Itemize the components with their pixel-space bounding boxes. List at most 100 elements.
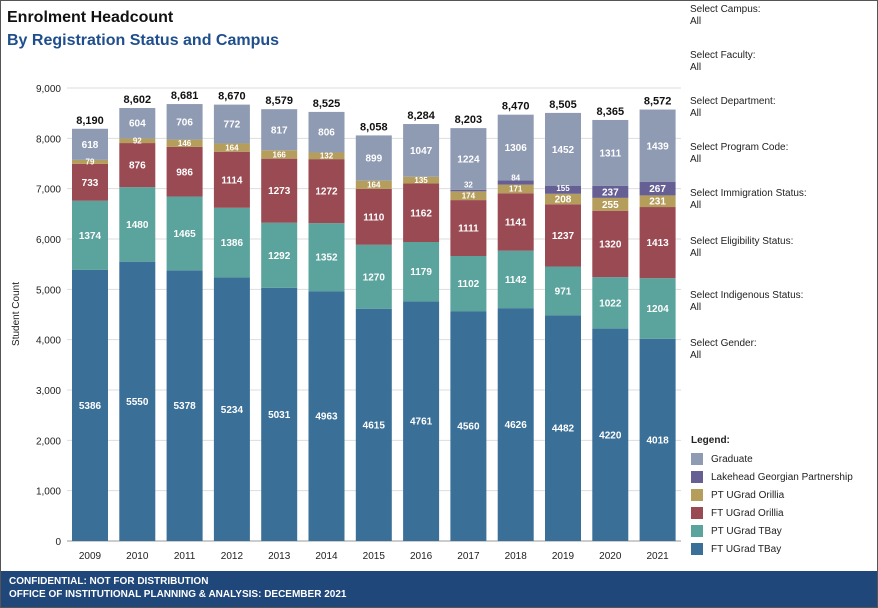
filter-value[interactable]: All — [690, 200, 702, 211]
data-label: 1320 — [599, 239, 622, 250]
legend-item-graduate: Graduate — [691, 450, 853, 468]
total-label: 8,602 — [124, 94, 152, 106]
legend-item-pt-orillia: PT UGrad Orillia — [691, 486, 853, 504]
bar-segment — [355, 180, 392, 189]
data-label: 899 — [365, 154, 382, 165]
bar-segment — [355, 135, 392, 181]
bar-segment — [213, 277, 250, 541]
y-tick-label: 1,000 — [36, 487, 61, 498]
x-tick-label: 2017 — [457, 551, 480, 562]
stacked-bar-chart: 0 1,000 2,000 3,000 4,000 5,000 6,000 7,000 8,00… — [11, 84, 681, 562]
office-notice: OFFICE OF INSTITUTIONAL PLANNING & ANALY… — [9, 589, 347, 600]
filter-program-code[interactable]: Select Program Code: All — [690, 142, 788, 166]
legend-swatch — [691, 453, 703, 465]
bar-segment — [639, 195, 676, 208]
bar-segment — [213, 143, 250, 152]
data-label: 706 — [176, 117, 193, 128]
filter-faculty[interactable]: Select Faculty: All — [690, 50, 756, 74]
data-label: 1306 — [505, 143, 528, 154]
y-tick-label: 8,000 — [36, 134, 61, 145]
bar-segment — [545, 315, 581, 541]
legend-label: Lakehead Georgian Partnership — [711, 471, 853, 483]
bar-segment — [355, 188, 392, 245]
data-label: 32 — [464, 181, 473, 190]
bar-segment — [403, 183, 440, 243]
x-tick-label: 2013 — [268, 551, 291, 562]
x-tick-label: 2018 — [505, 551, 528, 562]
filter-value[interactable]: All — [690, 302, 702, 313]
filter-gender[interactable]: Select Gender: All — [690, 338, 757, 362]
filter-eligibility-status[interactable]: Select Eligibility Status: All — [690, 236, 793, 260]
data-label: 4482 — [552, 424, 575, 435]
x-tick-label: 2019 — [552, 551, 575, 562]
filter-indigenous-status[interactable]: Select Indigenous Status: All — [690, 290, 803, 314]
legend-swatch — [691, 507, 703, 519]
data-label: 92 — [133, 137, 142, 146]
filter-campus[interactable]: Select Campus: All — [690, 4, 761, 28]
chart-subtitle: By Registration Status and Campus — [7, 32, 280, 49]
data-label: 1179 — [410, 267, 432, 278]
filter-label: Select Gender: — [690, 338, 757, 349]
data-label: 604 — [129, 119, 146, 130]
bar-segment — [72, 163, 108, 201]
data-label: 5378 — [173, 401, 196, 412]
data-label: 4220 — [599, 430, 622, 441]
data-label: 1110 — [363, 212, 385, 223]
filter-immigration-status[interactable]: Select Immigration Status: All — [690, 188, 807, 212]
bar-segment — [639, 207, 676, 279]
x-tick-label: 2016 — [410, 551, 433, 562]
bar-segment — [592, 328, 629, 541]
data-label: 1047 — [410, 146, 433, 157]
data-label: 1224 — [457, 154, 480, 165]
filter-value[interactable]: All — [690, 248, 702, 259]
data-label: 733 — [82, 178, 99, 189]
data-label: 132 — [320, 152, 334, 161]
bar-segment — [166, 270, 203, 541]
legend-swatch — [691, 489, 703, 501]
legend-item-lgp: Lakehead Georgian Partnership — [691, 468, 853, 486]
bar-segment — [308, 291, 345, 541]
legend-item-ft-orillia: FT UGrad Orillia — [691, 504, 853, 522]
legend-swatch — [691, 471, 703, 483]
data-label: 971 — [555, 286, 572, 297]
data-label: 1452 — [552, 145, 575, 156]
x-tick-label: 2014 — [315, 551, 338, 562]
bar-segment — [355, 244, 392, 309]
data-label: 4761 — [410, 417, 433, 428]
filter-value[interactable]: All — [690, 108, 702, 119]
filter-value[interactable]: All — [690, 154, 702, 165]
data-label: 164 — [367, 181, 381, 190]
data-label: 1141 — [505, 217, 527, 228]
bar-segment — [119, 261, 156, 541]
total-label: 8,284 — [407, 110, 435, 122]
filter-value[interactable]: All — [690, 62, 702, 73]
bar-segment — [403, 124, 440, 177]
data-label: 1273 — [268, 186, 291, 197]
bar-segment — [261, 222, 298, 288]
data-label: 255 — [602, 200, 619, 211]
chart-title: Enrolment Headcount — [7, 9, 174, 26]
filter-value[interactable]: All — [690, 16, 702, 27]
bar-segment — [545, 185, 581, 194]
filter-department[interactable]: Select Department: All — [690, 96, 776, 120]
bar-segment — [72, 128, 108, 160]
legend-swatch — [691, 525, 703, 537]
data-label: 155 — [556, 184, 570, 193]
total-label: 8,681 — [171, 90, 199, 102]
filter-label: Select Eligibility Status: — [690, 236, 794, 247]
bar-segment — [497, 180, 534, 185]
bar-segment — [119, 187, 156, 262]
bar-segment — [592, 210, 629, 278]
data-label: 1022 — [599, 298, 622, 309]
bar-segment — [639, 278, 676, 339]
legend-label: Graduate — [711, 453, 753, 465]
bar-segment — [592, 197, 629, 211]
filter-label: Select Department: — [690, 96, 776, 107]
data-label: 267 — [649, 184, 666, 195]
data-label: 135 — [414, 176, 428, 185]
data-label: 5386 — [79, 401, 102, 412]
total-label: 8,572 — [644, 96, 672, 108]
total-label: 8,190 — [76, 115, 104, 127]
filter-value[interactable]: All — [690, 350, 702, 361]
y-tick-label: 5,000 — [36, 285, 61, 296]
